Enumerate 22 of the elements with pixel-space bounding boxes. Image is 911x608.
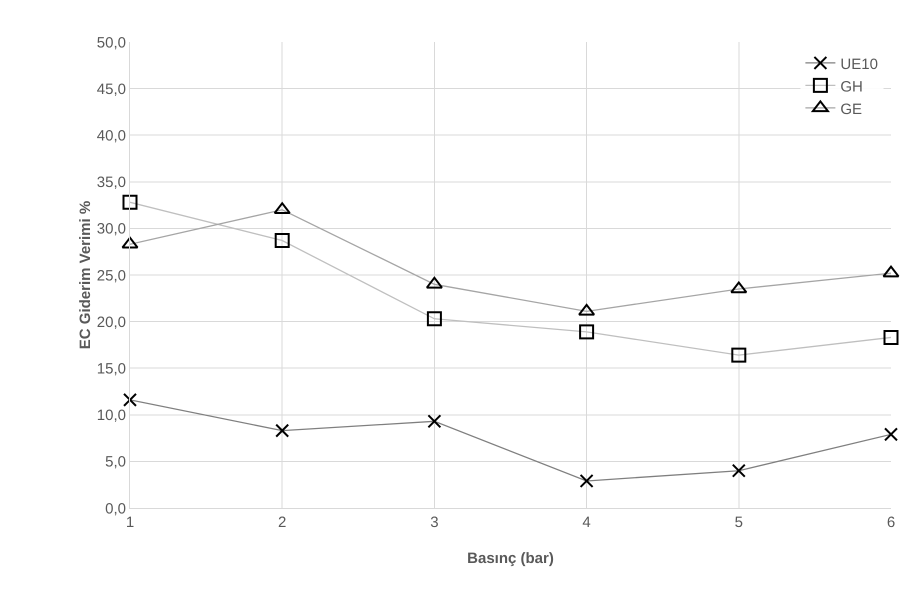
y-tick-label: 50,0 bbox=[96, 34, 126, 52]
y-tick-label: 5,0 bbox=[105, 454, 126, 471]
y-tick-label: 15,0 bbox=[96, 360, 126, 378]
x-tick-label: 4 bbox=[582, 514, 591, 531]
y-tick-label: 10,0 bbox=[96, 407, 126, 424]
x-axis-title: Basınç (bar) bbox=[467, 550, 554, 567]
x-tick-label: 2 bbox=[278, 514, 286, 531]
x-tick-label: 3 bbox=[430, 514, 439, 531]
y-tick-label: 45,0 bbox=[96, 80, 126, 98]
y-tick-label: 25,0 bbox=[96, 267, 126, 284]
y-tick-label: 30,0 bbox=[96, 220, 126, 238]
legend-label: GH bbox=[840, 78, 863, 96]
y-tick-label: 0,0 bbox=[105, 500, 126, 518]
legend-label: UE10 bbox=[840, 56, 878, 73]
legend-label: GE bbox=[840, 100, 862, 118]
x-tick-label: 5 bbox=[734, 514, 743, 531]
x-tick-label: 1 bbox=[126, 514, 134, 531]
y-axis-title: EC Giderim Verimi % bbox=[77, 200, 94, 350]
x-tick-label: 6 bbox=[886, 514, 896, 531]
y-tick-label: 40,0 bbox=[96, 127, 126, 144]
y-tick-label: 35,0 bbox=[96, 174, 126, 192]
y-tick-label: 20,0 bbox=[96, 314, 126, 331]
